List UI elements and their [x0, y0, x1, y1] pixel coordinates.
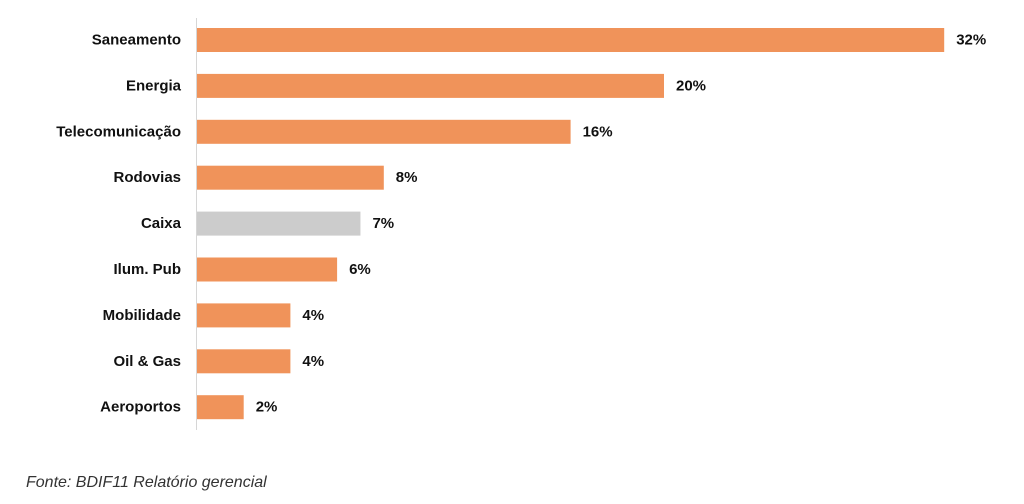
bar-saneamento — [197, 28, 945, 52]
allocation-bar-chart: Saneamento 32% Energia 20% Telecomunicação 16… — [56, 18, 986, 430]
category-label-mobilidade: Mobilidade — [103, 307, 181, 324]
value-label-aeroportos: 2% — [256, 399, 278, 416]
value-label-rodovias: 8% — [396, 169, 418, 186]
category-label-caixa: Caixa — [141, 215, 182, 232]
bar-aeroportos — [197, 395, 244, 420]
category-label-saneamento: Saneamento — [92, 32, 181, 49]
bar-ilum-pub — [197, 257, 338, 282]
category-label-energia: Energia — [126, 77, 182, 94]
value-label-oil-gas: 4% — [302, 353, 324, 370]
value-label-ilum-pub: 6% — [349, 261, 371, 278]
value-label-mobilidade: 4% — [302, 307, 324, 324]
value-label-caixa: 7% — [372, 215, 394, 232]
value-label-saneamento: 32% — [956, 32, 986, 49]
bar-caixa — [197, 211, 361, 236]
category-label-telecomunicacao: Telecomunicação — [56, 123, 181, 140]
value-label-energia: 20% — [676, 77, 706, 94]
bar-mobilidade — [197, 303, 291, 328]
bar-oil-gas — [197, 349, 291, 374]
category-label-oil-gas: Oil & Gas — [113, 353, 181, 370]
source-note: Fonte: BDIF11 Relatório gerencial — [26, 474, 267, 491]
bar-rodovias — [197, 165, 384, 190]
category-label-aeroportos: Aeroportos — [100, 399, 181, 416]
category-label-ilum-pub: Ilum. Pub — [114, 261, 182, 278]
bar-telecomunicacao — [197, 119, 571, 144]
bar-energia — [197, 73, 664, 98]
value-label-telecomunicacao: 16% — [583, 123, 613, 140]
bars-group: Saneamento 32% Energia 20% Telecomunicação 16… — [56, 28, 986, 420]
category-label-rodovias: Rodovias — [113, 169, 181, 186]
